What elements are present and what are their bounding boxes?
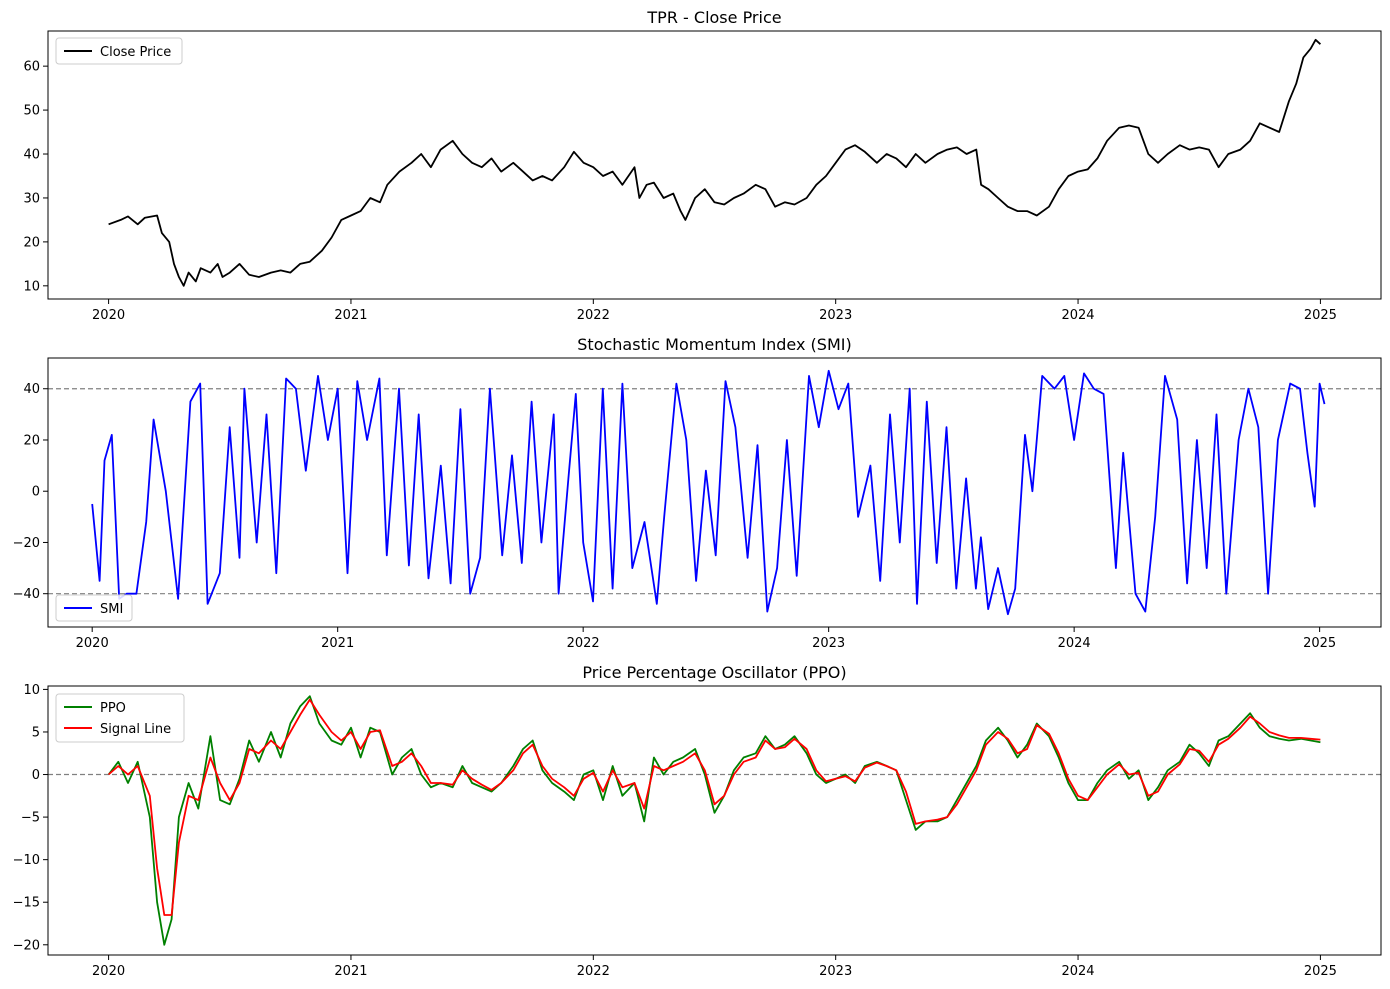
axes-frame [47, 685, 1382, 956]
x-tick-label: 2025 [1304, 308, 1337, 323]
y-tick-label: 50 [23, 104, 40, 119]
x-tick-label: 2024 [1061, 964, 1094, 979]
chart-panel-2: Stochastic Momentum Index (SMI) 2020 2021 2… [13, 335, 1382, 651]
y-tick-label: 20 [23, 433, 40, 448]
y-tick-label: 60 [23, 60, 40, 75]
x-tick-label: 2020 [76, 636, 109, 651]
y-tick-label: 40 [23, 148, 40, 163]
chart-title: TPR - Close Price [646, 8, 781, 27]
legend-label: PPO [100, 701, 126, 716]
x-tick-label: 2022 [567, 636, 600, 651]
x-tick-label: 2021 [334, 308, 367, 323]
y-tick-label: 10 [23, 279, 40, 294]
y-tick-label: 0 [32, 768, 40, 783]
axes-frame [47, 30, 1382, 300]
x-tick-label: 2024 [1061, 308, 1094, 323]
axes-frame [47, 357, 1382, 628]
y-tick-label: −5 [21, 811, 40, 826]
x-tick-label: 2025 [1303, 636, 1336, 651]
x-tick-label: 2020 [92, 308, 125, 323]
y-tick-label: 5 [32, 725, 40, 740]
y-tick-label: 30 [23, 191, 40, 206]
x-tick-label: 2022 [577, 964, 610, 979]
x-tick-label: 2023 [819, 964, 852, 979]
y-tick-label: −15 [13, 896, 40, 911]
y-tick-label: −20 [13, 938, 40, 953]
chart-panel-3: Price Percentage Oscillator (PPO) 2020 202… [13, 663, 1382, 979]
y-tick-label: −20 [13, 536, 40, 551]
x-tick-label: 2023 [812, 636, 845, 651]
legend-box [55, 37, 183, 65]
x-tick-label: 2024 [1058, 636, 1091, 651]
series-line [108, 698, 1321, 916]
series-line [107, 695, 1321, 946]
legend-box [55, 594, 133, 622]
chart-title: Price Percentage Oscillator (PPO) [582, 663, 846, 682]
y-tick-label: 40 [23, 382, 40, 397]
y-tick-label: 20 [23, 235, 40, 250]
series-line [91, 369, 1326, 616]
legend-label: SMI [100, 602, 123, 617]
y-tick-label: 0 [32, 485, 40, 500]
x-tick-label: 2022 [577, 308, 610, 323]
x-tick-label: 2021 [321, 636, 354, 651]
y-tick-label: 10 [23, 683, 40, 698]
x-tick-label: 2021 [334, 964, 367, 979]
x-tick-label: 2025 [1304, 964, 1337, 979]
y-tick-label: −40 [13, 587, 40, 602]
chart-title: Stochastic Momentum Index (SMI) [577, 335, 851, 354]
x-tick-label: 2020 [92, 964, 125, 979]
legend-label: Signal Line [100, 722, 171, 737]
legend-label: Close Price [100, 45, 171, 60]
y-tick-label: −10 [13, 853, 40, 868]
x-tick-label: 2023 [819, 308, 852, 323]
series-line [108, 38, 1322, 287]
